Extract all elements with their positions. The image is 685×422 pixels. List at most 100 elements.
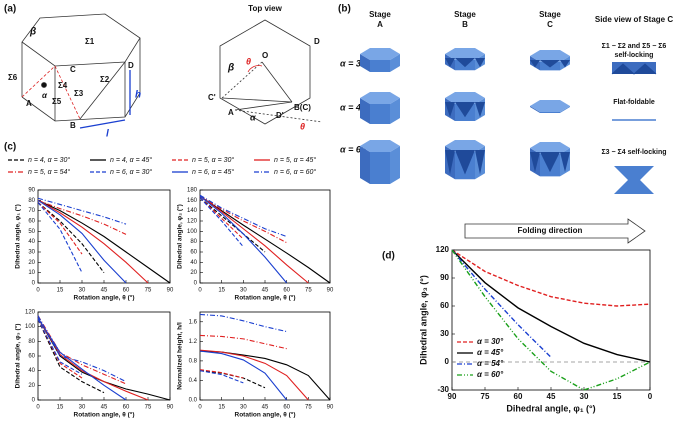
prism-fold <box>445 102 455 118</box>
x-tick-label: 30 <box>79 405 86 411</box>
x-tick-label: 60 <box>283 405 290 411</box>
data-line <box>451 249 651 307</box>
x-tick-label: 45 <box>101 405 108 411</box>
plot-frame <box>37 311 171 401</box>
row-note: Σ3 − Σ4 self-locking <box>601 149 666 156</box>
x-tick-label: 90 <box>448 392 457 401</box>
y-tick-label: 100 <box>187 229 198 235</box>
column-header: Side view of Stage C <box>595 15 673 24</box>
prism-top <box>530 50 570 62</box>
y-axis-label: Dihedral angle, φ₂ (°) <box>176 204 184 269</box>
vertex-label: D <box>128 61 134 70</box>
prism-fold <box>530 152 540 173</box>
x-tick-label: 0 <box>36 288 40 294</box>
x-axis-label: Dihedral angle, φ₁ (°) <box>506 403 595 413</box>
y-tick-label: 60 <box>440 301 449 310</box>
prism-top <box>360 92 400 104</box>
data-line <box>37 315 127 383</box>
face-label: Σ6 <box>8 73 18 82</box>
legend-label: n = 6, α = 60° <box>274 168 316 176</box>
theta-label: θ <box>246 56 251 66</box>
column-header: A <box>377 20 383 29</box>
x-tick-label: 30 <box>580 392 589 401</box>
y-tick-label: 140 <box>187 208 198 214</box>
y-tick-label: -30 <box>437 385 449 394</box>
prism-top <box>360 140 400 152</box>
x-tick-label: 75 <box>305 288 312 294</box>
x-tick-label: 15 <box>613 392 622 401</box>
data-line <box>199 370 244 384</box>
data-line <box>37 315 127 385</box>
fold-line <box>79 61 126 120</box>
column-header: Stage <box>369 10 391 19</box>
prism-fold <box>530 60 540 68</box>
face-label: Σ2 <box>100 75 110 84</box>
y-axis-label: Normalized height, h/l <box>177 322 184 390</box>
fold-line <box>21 65 56 98</box>
y-tick-label: 40 <box>190 260 197 266</box>
y-axis-label: Dihedral angle, φ₃ (°) <box>418 275 428 365</box>
x-tick-label: 45 <box>262 405 269 411</box>
y-tick-label: 20 <box>190 270 197 276</box>
plot-frame <box>199 311 331 401</box>
x-tick-label: 45 <box>262 288 269 294</box>
data-line <box>37 317 127 401</box>
point-label: A <box>228 108 234 117</box>
prism-fold <box>445 150 455 175</box>
top-hexagon <box>219 19 311 125</box>
x-tick-label: 0 <box>648 392 653 401</box>
data-line <box>37 319 83 375</box>
data-line <box>37 199 171 284</box>
data-line <box>37 199 127 284</box>
vertex-dot <box>41 82 47 88</box>
y-tick-label: 20 <box>28 383 35 389</box>
data-line <box>199 349 309 401</box>
row-label: α = 30° <box>340 58 370 68</box>
x-tick-label: 0 <box>198 405 202 411</box>
point-label: B(C) <box>294 103 311 112</box>
legend-label: n = 4, α = 30° <box>28 156 70 164</box>
prism-top <box>360 48 400 60</box>
x-tick-label: 15 <box>57 405 64 411</box>
y-tick-label: 120 <box>436 245 450 254</box>
x-tick-label: 75 <box>305 405 312 411</box>
prism-fold <box>455 150 475 175</box>
x-axis-label: Rotation angle, θ (°) <box>235 294 296 302</box>
side-views <box>611 62 657 194</box>
data-line <box>451 249 651 391</box>
y-tick-label: 1.2 <box>189 339 198 345</box>
face-label: Σ5 <box>52 97 62 106</box>
data-line <box>37 201 83 255</box>
y-tick-label: 30 <box>28 250 35 256</box>
data-line <box>199 369 244 379</box>
prism-fold <box>455 58 475 68</box>
y-tick-label: 0.4 <box>189 378 198 384</box>
prism-top <box>445 92 485 104</box>
data-line <box>199 195 331 284</box>
prism-fold <box>475 102 485 118</box>
data-line <box>37 319 83 379</box>
plot-frame <box>451 249 651 391</box>
data-line <box>199 194 287 238</box>
y-tick-label: 20 <box>28 260 35 266</box>
data-line <box>199 197 244 248</box>
data-line <box>451 249 651 363</box>
x-tick-label: 30 <box>240 288 247 294</box>
y-tick-label: 0 <box>445 357 450 366</box>
y-tick-label: 40 <box>28 239 35 245</box>
y-tick-label: 60 <box>190 250 197 256</box>
x-tick-label: 0 <box>36 405 40 411</box>
x-tick-label: 45 <box>547 392 556 401</box>
legend-label: n = 5, α = 54° <box>28 168 70 176</box>
panel-label: (b) <box>338 4 351 15</box>
x-tick-label: 60 <box>514 392 523 401</box>
prism-fold <box>475 58 485 68</box>
row-label: α = 45° <box>340 102 370 112</box>
row-note: Σ1 − Σ2 and Σ5 − Σ6 <box>602 43 667 50</box>
data-line <box>37 201 105 273</box>
side-view <box>614 166 654 194</box>
x-tick-label: 60 <box>123 288 130 294</box>
point-label: O <box>262 51 268 60</box>
theta-label: θ <box>300 121 305 131</box>
angle-label: β <box>29 27 36 38</box>
